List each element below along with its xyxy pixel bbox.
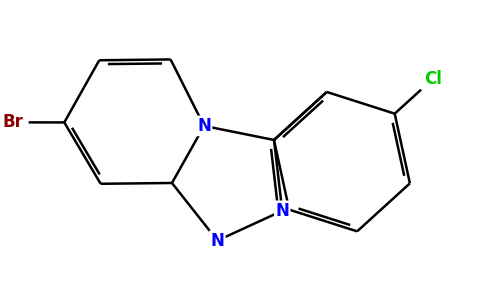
Text: Br: Br (2, 113, 23, 131)
Text: N: N (211, 232, 225, 250)
Text: Cl: Cl (424, 70, 441, 88)
Text: N: N (275, 202, 289, 220)
Text: N: N (197, 117, 211, 135)
